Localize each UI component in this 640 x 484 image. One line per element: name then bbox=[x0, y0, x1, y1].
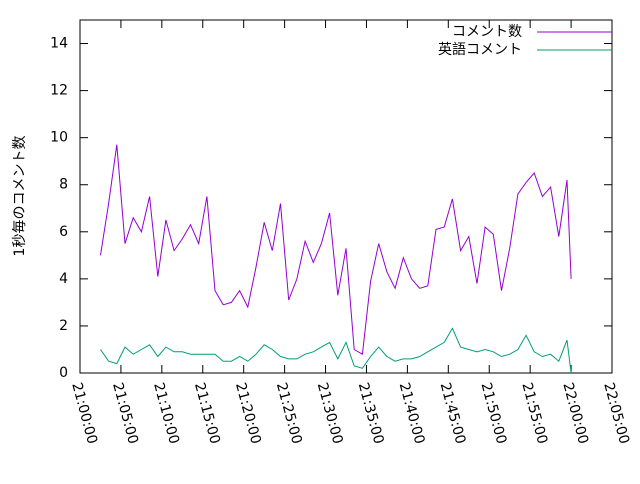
plot-frame bbox=[79, 19, 613, 374]
x-tick-label: 21:35:00 bbox=[355, 381, 387, 446]
legend-label: コメント数 bbox=[452, 24, 522, 40]
x-tick-label: 22:05:00 bbox=[600, 381, 632, 446]
y-tick-label: 6 bbox=[59, 224, 68, 240]
y-tick-label: 10 bbox=[50, 130, 68, 146]
y-tick-label: 14 bbox=[50, 36, 68, 52]
y-tick-label: 4 bbox=[59, 271, 68, 287]
series-line bbox=[100, 327, 572, 374]
x-tick-label: 21:00:00 bbox=[68, 381, 100, 446]
y-tick-label: 2 bbox=[59, 318, 68, 334]
x-tick-label: 21:05:00 bbox=[109, 381, 141, 446]
x-tick-label: 21:40:00 bbox=[396, 381, 428, 446]
x-tick-label: 21:20:00 bbox=[232, 381, 264, 446]
x-tick-label: 21:45:00 bbox=[437, 381, 469, 446]
x-tick-label: 21:50:00 bbox=[478, 381, 510, 446]
series-line bbox=[100, 144, 572, 356]
x-tick-label: 21:15:00 bbox=[191, 381, 223, 446]
x-tick-label: 21:30:00 bbox=[314, 381, 346, 446]
legend-label: 英語コメント bbox=[438, 41, 522, 58]
x-tick-label: 21:55:00 bbox=[518, 381, 550, 446]
x-tick-label: 21:10:00 bbox=[150, 381, 182, 446]
y-tick-label: 12 bbox=[50, 83, 68, 99]
y-tick-label: 0 bbox=[59, 365, 68, 381]
x-tick-label: 22:00:00 bbox=[559, 381, 591, 446]
y-axis-label: 1秒毎のコメント数 bbox=[12, 136, 28, 257]
y-tick-label: 8 bbox=[59, 177, 68, 193]
x-tick-label: 21:25:00 bbox=[273, 381, 305, 446]
